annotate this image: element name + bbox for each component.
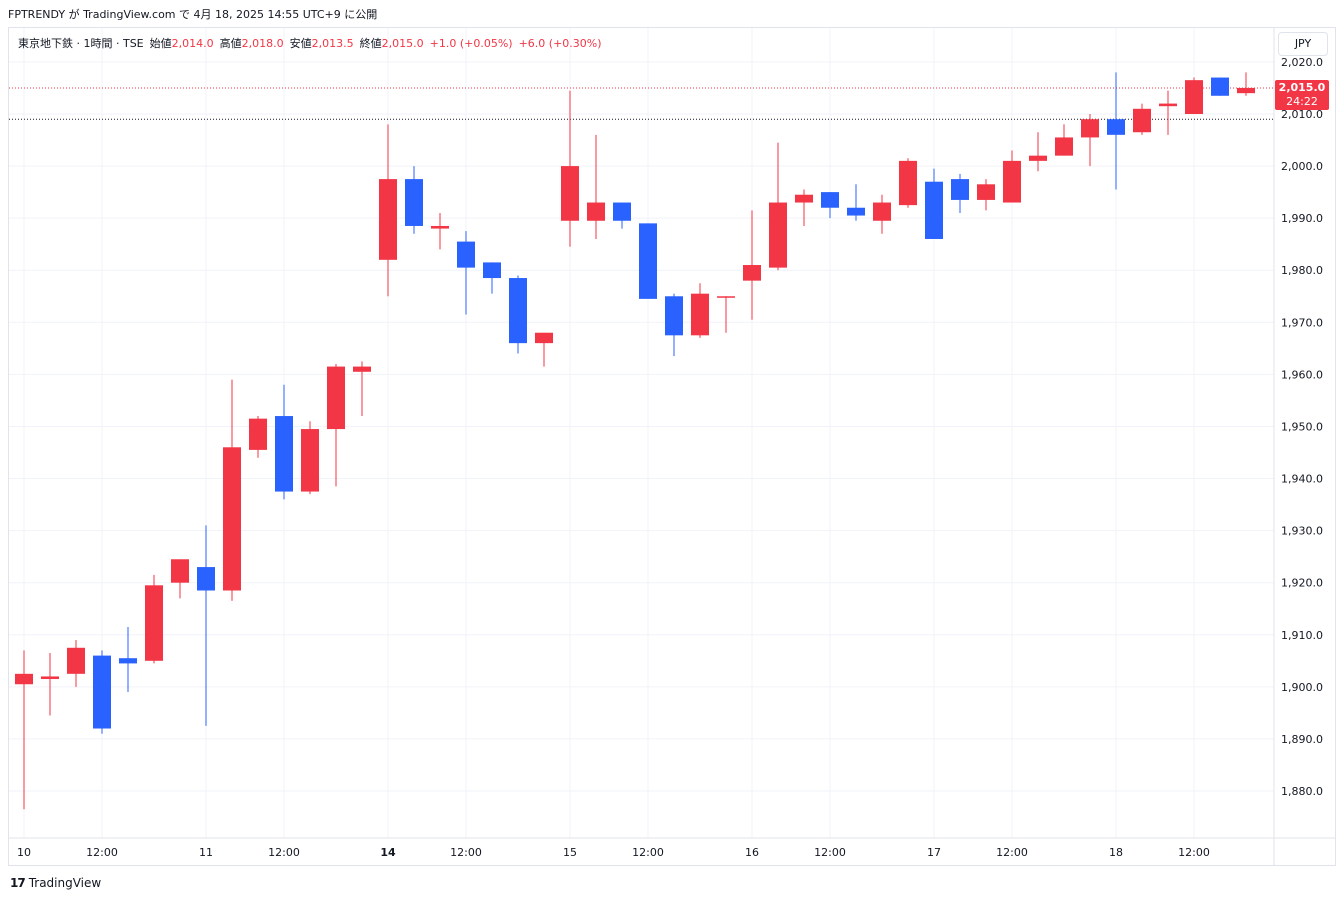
x-tick-label: 12:00 <box>814 846 846 859</box>
candle-body[interactable] <box>483 262 501 279</box>
candle-body[interactable] <box>223 447 241 591</box>
y-tick-label: 2,020.0 <box>1281 56 1323 69</box>
candle-body[interactable] <box>1003 160 1021 203</box>
close-value: 2,015.0 <box>381 37 424 50</box>
candle-body[interactable] <box>639 223 657 299</box>
candle-body[interactable] <box>1185 80 1203 114</box>
chart-frame <box>8 27 1336 866</box>
candle-body[interactable] <box>925 181 943 239</box>
candle-body[interactable] <box>873 202 891 221</box>
symbol-label: 東京地下鉄 · 1時間 · TSE <box>18 37 144 50</box>
x-tick-label: 12:00 <box>996 846 1028 859</box>
candle-body[interactable] <box>795 194 813 203</box>
y-tick-label: 1,980.0 <box>1281 264 1323 277</box>
y-tick-label: 1,990.0 <box>1281 212 1323 225</box>
y-tick-label: 1,910.0 <box>1281 629 1323 642</box>
y-tick-label: 1,900.0 <box>1281 681 1323 694</box>
low-value: 2,013.5 <box>311 37 354 50</box>
change-session-value: +6.0 (+0.30%) <box>518 37 602 50</box>
last-price-tag <box>1275 79 1329 110</box>
candle-body[interactable] <box>509 278 527 344</box>
candle-body[interactable] <box>1107 119 1125 135</box>
candle-body[interactable] <box>691 293 709 336</box>
candle-body[interactable] <box>1081 119 1099 138</box>
x-tick-label: 10 <box>17 846 31 859</box>
x-tick-label: 17 <box>927 846 941 859</box>
candle-body[interactable] <box>769 202 787 268</box>
candle-body[interactable] <box>67 647 85 674</box>
y-tick-label: 1,890.0 <box>1281 733 1323 746</box>
candle-body[interactable] <box>535 332 553 344</box>
candle-body[interactable] <box>119 658 137 664</box>
close-label: 終値 <box>359 37 382 50</box>
tradingview-logo[interactable]: 17 TradingView <box>10 876 101 890</box>
low-label: 安値 <box>289 37 312 50</box>
candle-body[interactable] <box>353 366 371 372</box>
currency-button[interactable]: JPY <box>1278 32 1328 56</box>
candle-body[interactable] <box>41 676 59 680</box>
bar-countdown: 24:22 <box>1286 95 1318 108</box>
x-tick-label: 12:00 <box>86 846 118 859</box>
y-tick-label: 1,930.0 <box>1281 525 1323 538</box>
candle-body[interactable] <box>613 202 631 221</box>
ohlc-legend: 東京地下鉄 · 1時間 · TSE 始値2,014.0 高値2,018.0 安値2,0… <box>18 35 608 51</box>
y-tick-label: 2,000.0 <box>1281 160 1323 173</box>
candle-body[interactable] <box>821 192 839 208</box>
x-tick-label: 18 <box>1109 846 1123 859</box>
candle-body[interactable] <box>197 567 215 591</box>
y-tick-label: 1,960.0 <box>1281 368 1323 381</box>
x-tick-label: 12:00 <box>632 846 664 859</box>
y-tick-label: 1,970.0 <box>1281 316 1323 329</box>
publish-attribution: FPTRENDY が TradingView.com で 4月 18, 2025… <box>8 8 378 21</box>
tradingview-logo-icon: 17 <box>10 876 26 890</box>
tradingview-logo-text: TradingView <box>28 876 102 890</box>
candle-body[interactable] <box>15 673 33 685</box>
candle-body[interactable] <box>717 296 735 298</box>
candle-body[interactable] <box>145 585 163 661</box>
x-tick-label: 12:00 <box>450 846 482 859</box>
candle-body[interactable] <box>587 202 605 221</box>
x-tick-label: 12:00 <box>268 846 300 859</box>
x-tick-label: 12:00 <box>1178 846 1210 859</box>
open-label: 始値 <box>149 37 172 50</box>
high-value: 2,018.0 <box>241 37 284 50</box>
x-tick-label: 14 <box>380 846 396 859</box>
candle-body[interactable] <box>899 160 917 206</box>
candle-body[interactable] <box>561 166 579 221</box>
candle-body[interactable] <box>405 179 423 226</box>
candle-body[interactable] <box>847 207 865 216</box>
candle-body[interactable] <box>1237 87 1255 94</box>
y-tick-label: 1,880.0 <box>1281 785 1323 798</box>
y-tick-label: 1,940.0 <box>1281 473 1323 486</box>
candle-body[interactable] <box>1133 108 1151 133</box>
candle-body[interactable] <box>301 429 319 492</box>
candle-body[interactable] <box>93 655 111 729</box>
x-tick-label: 15 <box>563 846 577 859</box>
candle-body[interactable] <box>1029 155 1047 161</box>
change-value: +1.0 (+0.05%) <box>429 37 513 50</box>
candle-body[interactable] <box>379 179 397 260</box>
y-tick-label: 1,950.0 <box>1281 420 1323 433</box>
candle-body[interactable] <box>171 559 189 583</box>
candle-body[interactable] <box>275 416 293 492</box>
last-price-value: 2,015.0 <box>1279 81 1326 94</box>
candle-body[interactable] <box>457 241 475 268</box>
candle-body[interactable] <box>1055 137 1073 156</box>
candle-body[interactable] <box>431 225 449 229</box>
x-tick-label: 11 <box>199 846 213 859</box>
open-value: 2,014.0 <box>171 37 214 50</box>
candle-body[interactable] <box>743 265 761 281</box>
candle-body[interactable] <box>977 184 995 200</box>
y-tick-label: 2,010.0 <box>1281 108 1323 121</box>
candle-body[interactable] <box>951 179 969 200</box>
high-label: 高値 <box>219 37 242 50</box>
x-tick-label: 16 <box>745 846 759 859</box>
candle-body[interactable] <box>327 366 345 430</box>
candle-body[interactable] <box>249 418 267 450</box>
y-tick-label: 1,920.0 <box>1281 577 1323 590</box>
candle-body[interactable] <box>1211 77 1229 96</box>
candle-body[interactable] <box>1159 103 1177 107</box>
candle-body[interactable] <box>665 296 683 336</box>
